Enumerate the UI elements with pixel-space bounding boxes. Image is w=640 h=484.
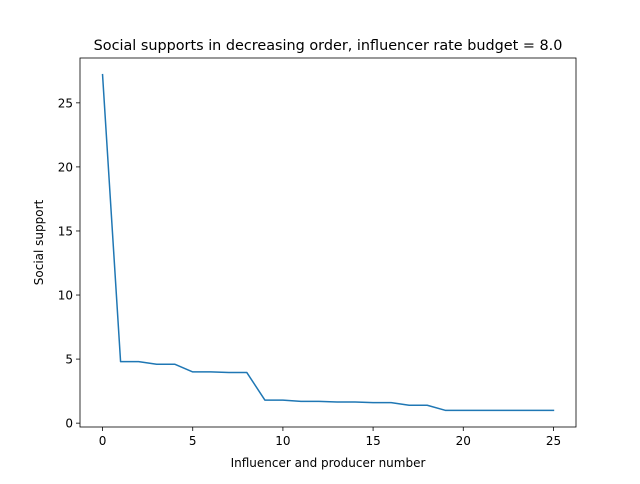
- series-layer: [101, 73, 555, 412]
- x-tick-label: 25: [546, 434, 561, 448]
- y-tick-label: 20: [58, 160, 73, 174]
- chart-title: Social supports in decreasing order, inf…: [94, 38, 563, 54]
- x-tick-label: 0: [99, 434, 107, 448]
- x-tick-label: 20: [456, 434, 471, 448]
- y-tick-label: 0: [65, 417, 73, 431]
- x-axis-label: Influencer and producer number: [231, 456, 426, 470]
- series-line: [101, 73, 555, 412]
- plot-frame: [79, 57, 577, 428]
- y-axis-label: Social support: [32, 199, 46, 285]
- y-tick-label: 15: [58, 224, 73, 238]
- x-axis-ticks: 0 5 10 15 20 25: [99, 427, 561, 448]
- y-axis-ticks: 0 5 10 15 20 25: [58, 96, 80, 431]
- y-tick-label: 25: [58, 96, 73, 110]
- x-tick-label: 15: [365, 434, 380, 448]
- y-tick-label: 10: [58, 289, 73, 303]
- y-tick-label: 5: [65, 353, 73, 367]
- x-tick-label: 5: [189, 434, 197, 448]
- x-tick-label: 10: [275, 434, 290, 448]
